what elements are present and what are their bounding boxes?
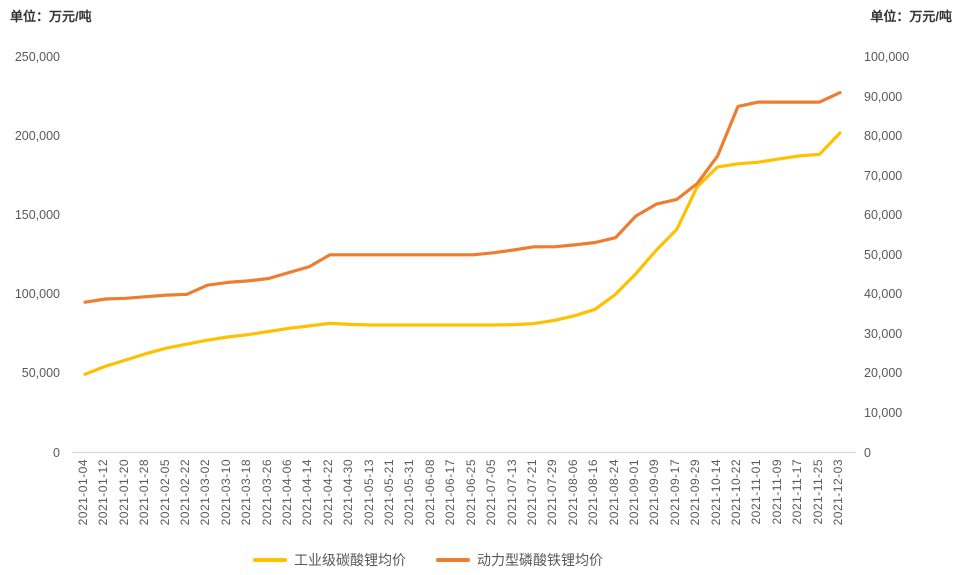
legend-label: 动力型磷酸铁锂均价 xyxy=(477,552,603,568)
x-tick-label: 2021-07-05 xyxy=(484,459,499,526)
legend-item: 工业级碳酸锂均价 xyxy=(253,550,406,570)
y-tick-label: 150,000 xyxy=(14,208,60,223)
x-tick-label: 2021-11-17 xyxy=(790,459,805,525)
legend: 工业级碳酸锂均价 动力型磷酸铁锂均价 xyxy=(0,550,856,570)
x-tick-label: 2021-10-14 xyxy=(708,459,723,526)
x-tick-label: 2021-04-30 xyxy=(341,459,356,526)
x-tick-label: 2021-10-22 xyxy=(728,459,743,526)
x-tick-label: 2021-03-02 xyxy=(198,459,213,526)
legend-line-swatch xyxy=(436,558,470,562)
legend-label: 工业级碳酸锂均价 xyxy=(294,552,406,568)
y-tick-label: 80,000 xyxy=(864,129,903,144)
x-tick-label: 2021-02-05 xyxy=(157,459,172,526)
y-tick-label: 0 xyxy=(53,445,60,460)
x-tick-label: 2021-03-18 xyxy=(239,459,254,526)
series-line-lithium-carbonate xyxy=(83,131,842,376)
right-axis-unit-label: 单位：万元/吨 xyxy=(870,9,952,24)
x-tick-label: 2021-05-21 xyxy=(382,459,397,526)
series-line-lfp xyxy=(83,90,842,304)
y-tick-label: 20,000 xyxy=(864,366,903,381)
x-tick-label: 2021-11-01 xyxy=(749,459,764,525)
x-tick-label: 2021-01-20 xyxy=(116,459,131,526)
x-tick-label: 2021-05-31 xyxy=(402,459,417,526)
y-tick-label: 200,000 xyxy=(14,129,60,144)
x-tick-label: 2021-06-17 xyxy=(443,459,458,526)
x-tick-label: 2021-04-06 xyxy=(280,459,295,526)
x-tick-label: 2021-07-13 xyxy=(504,459,519,526)
y-tick-label: 50,000 xyxy=(864,247,903,262)
left-axis-unit-label: 单位：万元/吨 xyxy=(10,9,92,24)
y-tick-label: 60,000 xyxy=(864,208,903,223)
x-tick-label: 2021-12-03 xyxy=(831,459,845,526)
x-tick-label: 2021-03-26 xyxy=(259,459,274,526)
x-tick-label: 2021-06-08 xyxy=(422,459,437,526)
y-tick-label: 100,000 xyxy=(14,287,60,302)
y-tick-label: 40,000 xyxy=(864,287,903,302)
y-tick-label: 50,000 xyxy=(21,366,60,381)
x-tick-label: 2021-02-22 xyxy=(178,459,193,526)
x-tick-label: 2021-04-22 xyxy=(320,459,335,526)
x-tick-label: 2021-06-25 xyxy=(463,459,478,526)
x-tick-label: 2021-05-13 xyxy=(361,459,376,526)
legend-item: 动力型磷酸铁锂均价 xyxy=(436,550,603,570)
x-tick-label: 2021-01-12 xyxy=(96,459,111,526)
y-tick-label: 90,000 xyxy=(864,89,903,104)
y-tick-label: 100,000 xyxy=(864,50,910,64)
y-tick-label: 70,000 xyxy=(864,168,903,183)
x-tick-label: 2021-08-16 xyxy=(586,459,601,526)
y-tick-label: 250,000 xyxy=(14,50,60,64)
x-tick-label: 2021-07-21 xyxy=(524,459,539,526)
x-tick-label: 2021-11-09 xyxy=(769,459,784,525)
x-tick-label: 2021-11-25 xyxy=(810,459,825,525)
x-tick-label: 2021-09-17 xyxy=(667,459,682,526)
y-tick-label: 0 xyxy=(864,445,871,460)
y-tick-label: 30,000 xyxy=(864,326,903,341)
x-tick-label: 2021-04-14 xyxy=(300,459,315,526)
x-tick-label: 2021-07-29 xyxy=(545,459,560,526)
legend-line-swatch xyxy=(253,558,287,562)
x-tick-label: 2021-01-28 xyxy=(137,459,152,526)
x-tick-label: 2021-03-10 xyxy=(218,459,233,526)
x-tick-label: 2021-01-04 xyxy=(76,459,90,526)
x-tick-label: 2021-08-24 xyxy=(606,459,621,526)
x-tick-label: 2021-09-09 xyxy=(647,459,662,526)
x-tick-label: 2021-09-29 xyxy=(688,459,703,526)
x-tick-label: 2021-09-01 xyxy=(626,459,641,526)
y-tick-label: 10,000 xyxy=(864,405,903,420)
x-tick-label: 2021-08-06 xyxy=(565,459,580,526)
